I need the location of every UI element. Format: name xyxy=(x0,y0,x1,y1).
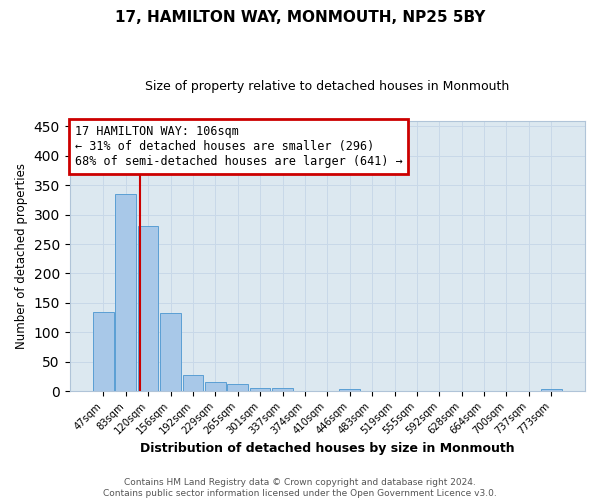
Bar xyxy=(182,375,203,391)
Bar xyxy=(115,194,136,391)
Y-axis label: Number of detached properties: Number of detached properties xyxy=(15,163,28,349)
X-axis label: Distribution of detached houses by size in Monmouth: Distribution of detached houses by size … xyxy=(140,442,515,455)
Bar xyxy=(250,388,271,391)
Text: Contains HM Land Registry data © Crown copyright and database right 2024.
Contai: Contains HM Land Registry data © Crown c… xyxy=(103,478,497,498)
Bar xyxy=(205,382,226,391)
Bar xyxy=(227,384,248,391)
Text: 17 HAMILTON WAY: 106sqm
← 31% of detached houses are smaller (296)
68% of semi-d: 17 HAMILTON WAY: 106sqm ← 31% of detache… xyxy=(75,124,403,168)
Bar xyxy=(93,312,113,391)
Title: Size of property relative to detached houses in Monmouth: Size of property relative to detached ho… xyxy=(145,80,509,93)
Bar xyxy=(138,226,158,391)
Text: 17, HAMILTON WAY, MONMOUTH, NP25 5BY: 17, HAMILTON WAY, MONMOUTH, NP25 5BY xyxy=(115,10,485,25)
Bar xyxy=(160,313,181,391)
Bar xyxy=(541,390,562,391)
Bar xyxy=(340,390,360,391)
Bar xyxy=(272,388,293,391)
